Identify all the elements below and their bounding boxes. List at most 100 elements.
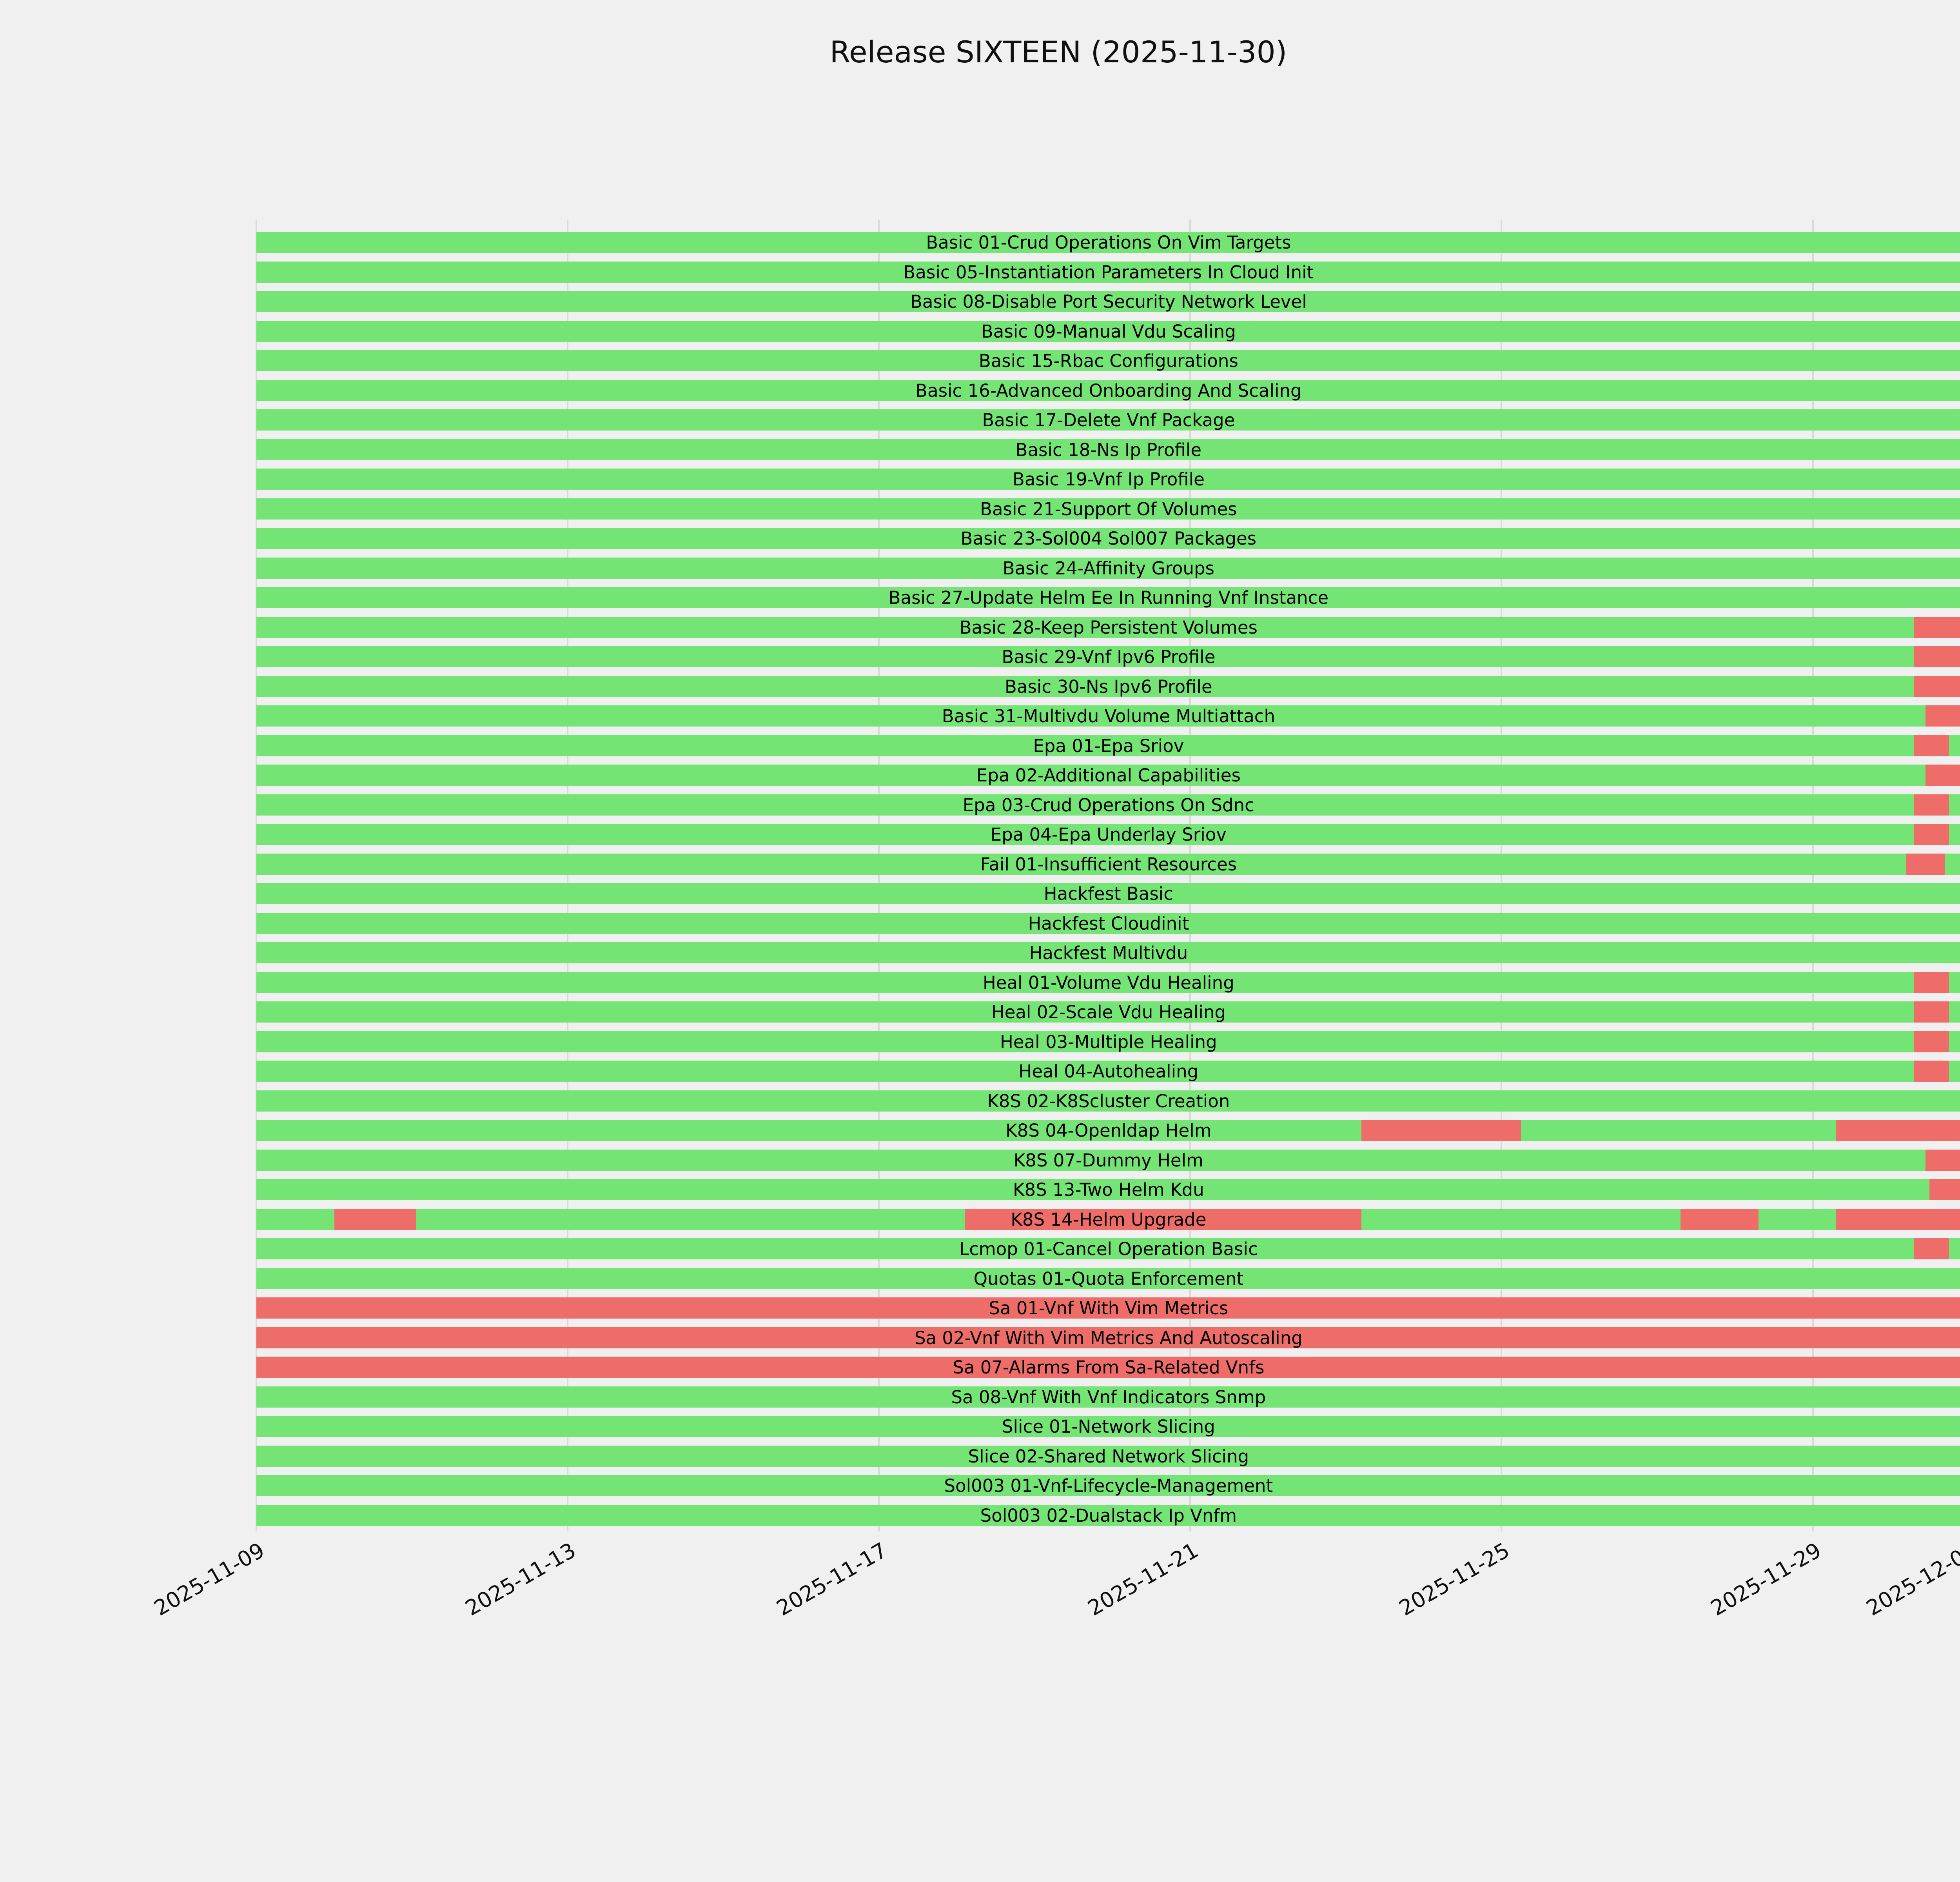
row-label: Basic 15-Rbac Configurations (978, 351, 1238, 371)
row-label: Basic 19-Vnf Ip Profile (1012, 469, 1205, 490)
gantt-row: Slice 02-Shared Network Slicing (256, 1445, 1960, 1467)
bar-segment-fail (1926, 765, 1960, 786)
bar-segment-fail (1361, 1120, 1521, 1141)
gridline (878, 220, 880, 1531)
bar-segment-fail (1914, 1238, 1949, 1259)
bar-segment-pass (256, 765, 1926, 786)
bar-segment-fail (1914, 646, 1960, 667)
gantt-row: Basic 17-Delete Vnf Package (256, 409, 1960, 431)
bar-segment-pass (1949, 794, 1960, 816)
row-label: Heal 04-Autohealing (1018, 1061, 1199, 1082)
bar-segment-pass (256, 498, 1960, 520)
bar-segment-pass (256, 942, 1960, 963)
row-label: Slice 02-Shared Network Slicing (968, 1446, 1249, 1467)
bar-segment-pass (1949, 1031, 1960, 1052)
bar-segment-pass (1949, 1238, 1960, 1259)
gantt-row: Basic 09-Manual Vdu Scaling (256, 320, 1960, 342)
gantt-row: Epa 03-Crud Operations On Sdnc (256, 794, 1960, 816)
gantt-row: Sol003 02-Dualstack Ip Vnfm (256, 1504, 1960, 1526)
bar-segment-pass (256, 291, 1960, 312)
gantt-row: Basic 19-Vnf Ip Profile (256, 469, 1960, 490)
gantt-row: Epa 01-Epa Sriov (256, 735, 1960, 756)
gridline (567, 220, 569, 1531)
bar-segment-pass (256, 912, 1960, 934)
gantt-row: Basic 01-Crud Operations On Vim Targets (256, 232, 1960, 253)
plot-area: Basic 01-Crud Operations On Vim Targets B… (256, 220, 1960, 1531)
row-label: Heal 01-Volume Vdu Healing (982, 972, 1234, 993)
bar-segment-pass (256, 1001, 1914, 1023)
gantt-row: Basic 18-Ns Ip Profile (256, 439, 1960, 460)
row-label: Quotas 01-Quota Enforcement (973, 1268, 1244, 1289)
gantt-row: Hackfest Multivdu (256, 942, 1960, 963)
bar-segment-fail (1914, 824, 1949, 845)
gantt-row: Sa 07-Alarms From Sa-Related Vnfs (256, 1357, 1960, 1378)
row-label: K8S 04-Openldap Helm (1005, 1120, 1212, 1141)
gantt-row: Basic 15-Rbac Configurations (256, 350, 1960, 371)
bar-segment-pass (256, 735, 1914, 756)
bar-segment-pass (256, 1149, 1926, 1171)
bar-segment-pass (256, 528, 1960, 549)
row-label: Basic 30-Ns Ipv6 Profile (1005, 676, 1212, 697)
row-label: Sol003 01-Vnf-Lifecycle-Management (944, 1475, 1273, 1496)
row-label: Basic 29-Vnf Ipv6 Profile (1002, 647, 1216, 667)
bar-segment-fail (1681, 1208, 1759, 1230)
bar-segment-fail (1914, 616, 1960, 638)
row-label: K8S 07-Dummy Helm (1013, 1150, 1203, 1171)
bar-segment-pass (1945, 853, 1960, 875)
row-label: Sa 01-Vnf With Vim Metrics (989, 1298, 1229, 1319)
bar-segment-fail (1914, 676, 1960, 697)
gantt-row: Heal 04-Autohealing (256, 1061, 1960, 1082)
bar-segment-pass (256, 1445, 1960, 1467)
bar-segment-pass (1949, 972, 1960, 993)
row-label: Hackfest Cloudinit (1028, 913, 1189, 934)
bar-segment-fail (1926, 1149, 1960, 1171)
bar-segment-fail (1836, 1120, 1960, 1141)
gantt-row: Basic 08-Disable Port Security Network L… (256, 291, 1960, 312)
gantt-row: Basic 28-Keep Persistent Volumes (256, 616, 1960, 638)
x-tick-label: 2025-11-21 (1083, 1538, 1203, 1621)
bar-segment-pass (256, 380, 1960, 401)
bar-segment-pass (256, 1120, 1362, 1141)
bar-segment-pass (256, 1475, 1960, 1496)
bar-segment-pass (256, 1238, 1914, 1259)
gantt-row: Basic 27-Update Helm Ee In Running Vnf I… (256, 587, 1960, 608)
row-label: Basic 05-Instantiation Parameters In Clo… (903, 262, 1314, 283)
gantt-row: K8S 07-Dummy Helm (256, 1149, 1960, 1171)
bar-segment-pass (256, 1416, 1960, 1437)
bar-segment-pass (256, 350, 1960, 371)
bar-segment-fail (256, 1357, 1960, 1378)
bar-segment-pass (416, 1208, 965, 1230)
row-label: Lcmop 01-Cancel Operation Basic (959, 1239, 1258, 1259)
row-label: Sa 08-Vnf With Vnf Indicators Snmp (951, 1386, 1266, 1408)
bar-segment-fail (1926, 705, 1960, 727)
gantt-row: Quotas 01-Quota Enforcement (256, 1268, 1960, 1289)
row-label: Sa 02-Vnf With Vim Metrics And Autoscali… (914, 1327, 1303, 1348)
bar-segment-fail (1836, 1208, 1960, 1230)
gantt-row: Heal 03-Multiple Healing (256, 1031, 1960, 1052)
gantt-row: Lcmop 01-Cancel Operation Basic (256, 1238, 1960, 1259)
row-label: Heal 03-Multiple Healing (1000, 1031, 1217, 1052)
bar-segment-pass (1361, 1208, 1681, 1230)
row-label: Epa 01-Epa Sriov (1033, 735, 1184, 756)
row-label: Sa 07-Alarms From Sa-Related Vnfs (953, 1357, 1265, 1378)
bar-segment-pass (256, 794, 1914, 816)
bar-segment-pass (256, 320, 1960, 342)
bar-segment-pass (1521, 1120, 1837, 1141)
bar-segment-pass (1949, 824, 1960, 845)
gantt-row: Basic 31-Multivdu Volume Multiattach (256, 705, 1960, 727)
gantt-row: K8S 02-K8Scluster Creation (256, 1090, 1960, 1112)
bar-segment-pass (256, 705, 1926, 727)
bar-segment-pass (256, 1268, 1960, 1289)
bar-segment-fail (964, 1208, 1362, 1230)
bar-segment-fail (256, 1297, 1960, 1319)
bar-segment-pass (256, 1061, 1914, 1082)
bar-segment-pass (256, 1504, 1960, 1526)
bar-segment-pass (256, 469, 1960, 490)
bar-segment-fail (1914, 1061, 1949, 1082)
bar-segment-fail (1914, 735, 1949, 756)
bar-segment-pass (256, 1386, 1960, 1408)
bar-segment-pass (256, 1031, 1914, 1052)
gantt-row: Basic 29-Vnf Ipv6 Profile (256, 646, 1960, 667)
bar-segment-pass (256, 824, 1914, 845)
